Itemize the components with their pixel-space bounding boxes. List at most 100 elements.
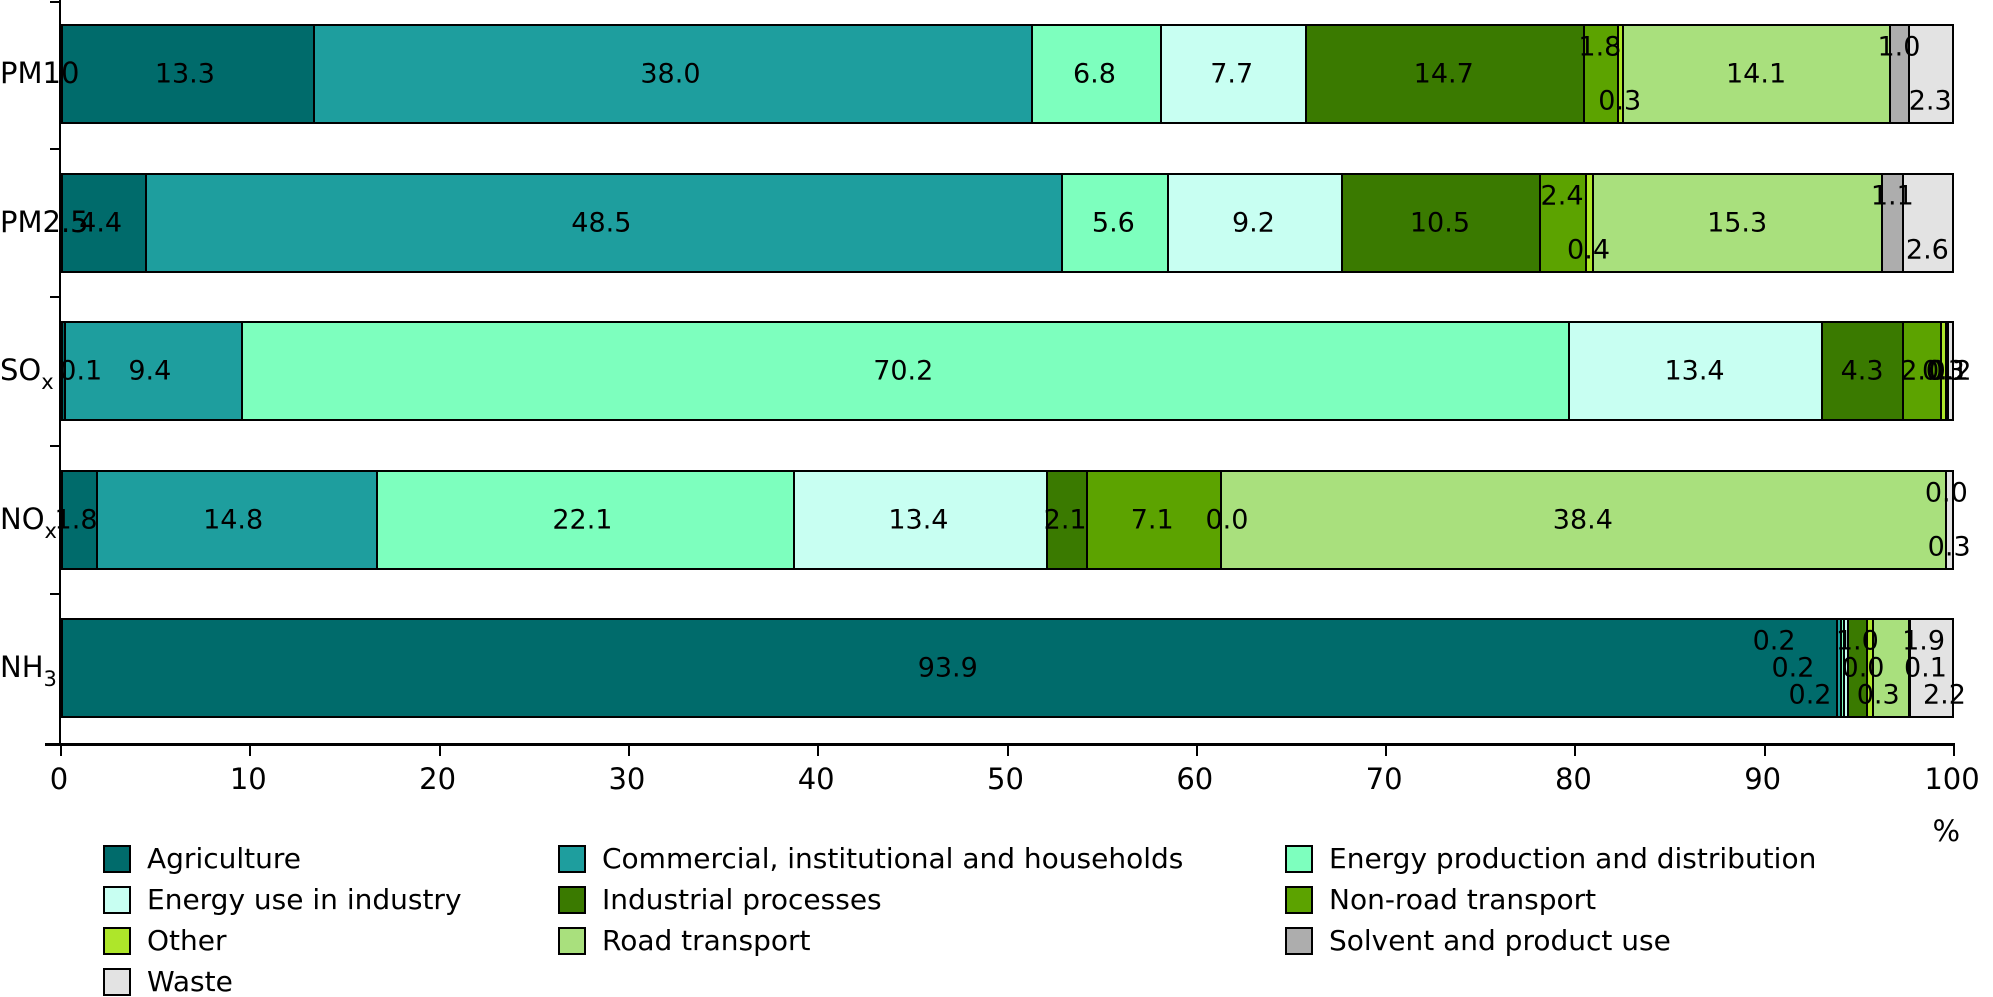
bar-segment (1160, 26, 1306, 122)
legend-label: Road transport (602, 924, 811, 957)
bar-segment (1341, 174, 1541, 271)
bar-row (61, 24, 1954, 124)
x-axis-tick-label: 100 (1924, 762, 1980, 796)
legend-label: Commercial, institutional and households (602, 842, 1184, 875)
bar-segment (1821, 323, 1903, 420)
segment-divider (63, 323, 66, 420)
bar-segment (1593, 174, 1883, 271)
segment-divider (1304, 26, 1307, 122)
bar-segment (1583, 26, 1618, 122)
category-label-text: NO (0, 501, 45, 536)
segment-divider (1945, 471, 1948, 568)
x-axis-tick (1195, 743, 1198, 756)
x-axis-tick (438, 743, 441, 756)
bar-segment (314, 26, 1033, 122)
bar-segment (1946, 471, 1952, 568)
segment-divider (1167, 174, 1170, 271)
segment-divider (1843, 620, 1846, 717)
legend: Agriculture Energy use in industry Other Wa… (0, 836, 1993, 997)
bar-segment (1568, 323, 1822, 420)
category-label: PM2.5 (0, 206, 89, 238)
legend-label: Waste (147, 965, 233, 997)
bar-segment (1844, 620, 1849, 717)
legend-swatch (558, 927, 586, 955)
bar-segment (1908, 26, 1952, 122)
legend-swatch (1285, 886, 1313, 914)
bar-segment (1585, 174, 1594, 271)
category-label-subscript: 3 (43, 667, 57, 692)
segment-divider (1539, 174, 1542, 271)
segment-divider (1881, 174, 1884, 271)
legend-swatch (103, 927, 131, 955)
category-label-subscript: x (44, 518, 57, 543)
y-axis-tick (50, 147, 61, 150)
bar-segment (1220, 471, 1947, 568)
legend-label: Other (147, 924, 227, 957)
bar-segment (63, 471, 97, 568)
segment-divider (1031, 26, 1034, 122)
segment-divider (1820, 323, 1823, 420)
bar-segment (97, 471, 377, 568)
bar-row (61, 321, 1954, 422)
category-label: NOx (0, 501, 57, 547)
bar-segment (376, 471, 795, 568)
bar-segment (63, 174, 147, 271)
x-axis-tick (627, 743, 630, 756)
segment-divider (1907, 26, 1910, 122)
segment-divider (241, 323, 244, 420)
segment-divider (145, 174, 148, 271)
x-axis-tick (249, 743, 252, 756)
segment-divider (1945, 323, 1948, 420)
bar-segment (1617, 26, 1624, 122)
x-axis-tick (1385, 743, 1388, 756)
category-label-subscript: x (41, 370, 54, 395)
x-axis-tick-label: 90 (1744, 762, 1782, 796)
legend-label: Industrial processes (602, 883, 882, 916)
segment-divider (1046, 471, 1049, 568)
bar-segment (1866, 620, 1873, 717)
segment-divider (1871, 620, 1874, 717)
bar-segment (146, 174, 1063, 271)
bar-segment (63, 620, 1837, 717)
segment-divider (1582, 26, 1585, 122)
x-axis-tick (1574, 743, 1577, 756)
category-label-text: SO (0, 353, 42, 388)
legend-swatch (558, 886, 586, 914)
bar-row (61, 469, 1954, 570)
segment-divider (1839, 620, 1842, 717)
segment-divider (1340, 174, 1343, 271)
x-axis-tick-label: 0 (49, 762, 69, 796)
segment-divider (313, 26, 316, 122)
legend-swatch (103, 968, 131, 996)
y-axis-tick (50, 444, 61, 447)
category-label: NH3 (0, 651, 57, 695)
bar-segment (1062, 174, 1169, 271)
bar-row (61, 172, 1954, 273)
segment-divider (1592, 174, 1595, 271)
legend-label: Solvent and product use (1329, 924, 1671, 957)
legend-swatch (103, 845, 131, 873)
segment-divider (1901, 174, 1904, 271)
x-axis-tick-label: 20 (419, 762, 457, 796)
category-label-text: PM2.5 (0, 204, 89, 239)
x-axis-tick-label: 40 (797, 762, 835, 796)
bar-segment (1836, 620, 1841, 717)
legend-swatch (1285, 845, 1313, 873)
segment-divider (1085, 471, 1088, 568)
x-axis-tick (1006, 743, 1009, 756)
bar-segment (1882, 174, 1903, 271)
bar-segment (1840, 620, 1845, 717)
legend-swatch (558, 845, 586, 873)
x-axis-tick-label: 60 (1176, 762, 1214, 796)
bar-row (61, 618, 1954, 719)
x-axis-tick-label: 30 (608, 762, 646, 796)
y-axis-tick (50, 593, 61, 596)
x-axis-tick-label: 80 (1554, 762, 1592, 796)
x-axis-tick-label: 70 (1365, 762, 1403, 796)
bar-segment (1948, 323, 1952, 420)
bar-segment (63, 26, 315, 122)
bar-segment (1032, 26, 1161, 122)
bar-segment (242, 323, 1569, 420)
bar-segment (1047, 471, 1087, 568)
bar-segment (1168, 174, 1342, 271)
